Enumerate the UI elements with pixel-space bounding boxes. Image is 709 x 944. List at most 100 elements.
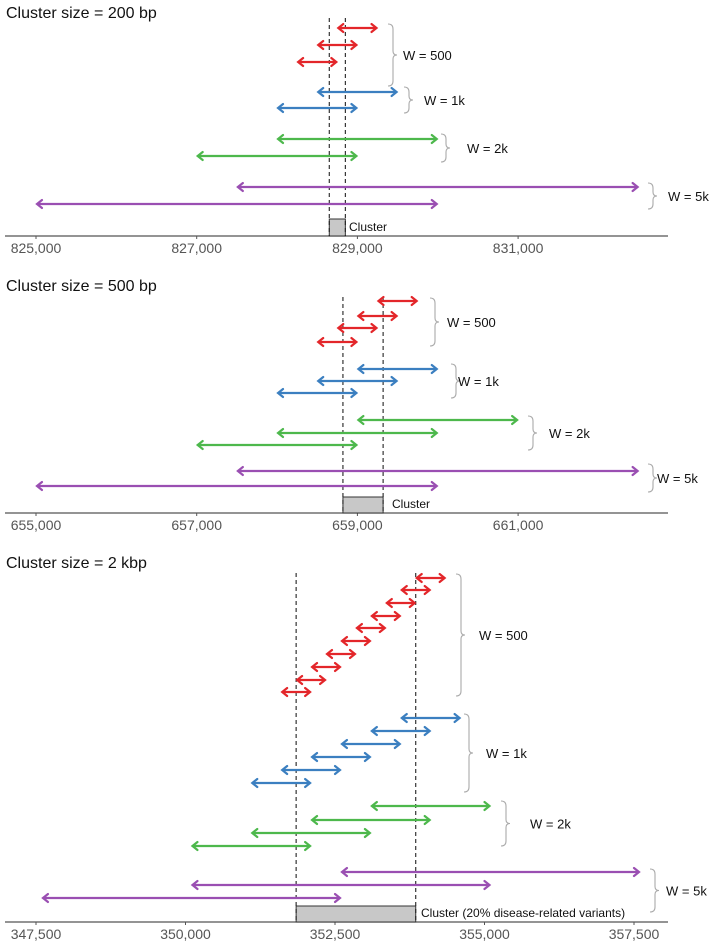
arrowhead-left-icon bbox=[310, 751, 319, 763]
window-size-label: W = 5k bbox=[668, 189, 709, 204]
x-tick-label: 659,000 bbox=[332, 517, 383, 533]
window-arrow bbox=[385, 597, 417, 609]
arrowhead-right-icon bbox=[390, 375, 399, 387]
window-arrow bbox=[276, 427, 439, 439]
arrowhead-left-icon bbox=[195, 439, 204, 451]
window-size-label: W = 2k bbox=[530, 817, 571, 832]
window-arrow bbox=[336, 322, 379, 334]
arrowhead-left-icon bbox=[356, 310, 365, 322]
window-arrow bbox=[355, 622, 387, 634]
window-group-w1k: W = 1k bbox=[250, 712, 527, 793]
curly-brace-icon bbox=[387, 23, 398, 87]
arrowhead-left-icon bbox=[276, 102, 285, 114]
window-group-w500: W = 500 bbox=[280, 572, 528, 698]
arrowhead-left-icon bbox=[295, 674, 304, 686]
arrowhead-left-icon bbox=[310, 661, 319, 673]
window-arrow bbox=[316, 375, 399, 387]
panel-title: Cluster size = 2 kbp bbox=[6, 555, 147, 572]
panel-title: Cluster size = 500 bp bbox=[6, 278, 157, 295]
curly-brace-icon bbox=[647, 182, 658, 210]
window-arrow bbox=[316, 86, 399, 98]
window-arrow bbox=[296, 56, 339, 68]
x-tick-label: 657,000 bbox=[171, 517, 222, 533]
window-arrow bbox=[400, 712, 462, 724]
window-arrow bbox=[236, 465, 640, 477]
arrowhead-right-icon bbox=[438, 572, 447, 584]
arrowhead-right-icon bbox=[333, 764, 342, 776]
window-arrow bbox=[336, 22, 379, 34]
arrowhead-left-icon bbox=[316, 86, 325, 98]
arrowhead-left-icon bbox=[336, 322, 345, 334]
window-group-w500: W = 500 bbox=[316, 295, 496, 348]
arrowhead-left-icon bbox=[340, 738, 349, 750]
cluster-label: Cluster bbox=[349, 220, 387, 234]
x-tick-label: 655,000 bbox=[11, 517, 62, 533]
window-size-label: W = 500 bbox=[447, 315, 496, 330]
arrowhead-right-icon bbox=[430, 198, 439, 210]
x-tick-label: 661,000 bbox=[493, 517, 544, 533]
window-group-w500: W = 500 bbox=[296, 22, 452, 87]
arrowhead-right-icon bbox=[393, 738, 402, 750]
arrowhead-left-icon bbox=[280, 764, 289, 776]
x-tick-label: 831,000 bbox=[493, 240, 544, 256]
arrowhead-right-icon bbox=[348, 648, 357, 660]
arrowhead-right-icon bbox=[390, 86, 399, 98]
arrowhead-right-icon bbox=[370, 322, 379, 334]
arrowhead-right-icon bbox=[350, 439, 359, 451]
arrowhead-right-icon bbox=[350, 336, 359, 348]
x-tick-label: 352,500 bbox=[310, 926, 361, 942]
arrowhead-right-icon bbox=[423, 584, 432, 596]
arrowhead-right-icon bbox=[350, 387, 359, 399]
arrowhead-right-icon bbox=[410, 295, 419, 307]
curly-brace-icon bbox=[463, 713, 474, 793]
window-size-label: W = 2k bbox=[467, 141, 508, 156]
window-arrow bbox=[280, 764, 342, 776]
window-arrow bbox=[370, 800, 492, 812]
arrowhead-left-icon bbox=[356, 363, 365, 375]
window-arrow bbox=[310, 661, 342, 673]
arrowhead-right-icon bbox=[363, 827, 372, 839]
arrowhead-left-icon bbox=[276, 133, 285, 145]
window-size-label: W = 1k bbox=[424, 93, 465, 108]
window-size-label: W = 1k bbox=[486, 746, 527, 761]
window-arrow bbox=[356, 363, 439, 375]
window-group-w2k: W = 2k bbox=[190, 800, 571, 852]
window-arrow bbox=[295, 674, 327, 686]
curly-brace-icon bbox=[527, 415, 538, 451]
window-size-label: W = 2k bbox=[549, 426, 590, 441]
window-size-label: W = 5k bbox=[666, 884, 707, 899]
arrowhead-left-icon bbox=[296, 56, 305, 68]
curly-brace-icon bbox=[500, 800, 511, 847]
window-arrow bbox=[340, 738, 402, 750]
arrowhead-right-icon bbox=[423, 814, 432, 826]
arrowhead-left-icon bbox=[340, 866, 349, 878]
window-arrow bbox=[195, 439, 359, 451]
window-arrow bbox=[250, 777, 312, 789]
arrowhead-right-icon bbox=[390, 310, 399, 322]
window-arrow bbox=[280, 686, 312, 698]
panel-title: Cluster size = 200 bp bbox=[6, 5, 157, 22]
arrowhead-left-icon bbox=[316, 375, 325, 387]
window-arrow bbox=[370, 725, 432, 737]
arrowhead-right-icon bbox=[631, 465, 640, 477]
window-arrow bbox=[310, 814, 432, 826]
arrowhead-left-icon bbox=[370, 800, 378, 812]
curly-brace-icon bbox=[429, 297, 440, 347]
arrowhead-left-icon bbox=[370, 725, 378, 737]
window-group-w5k: W = 5k bbox=[35, 181, 709, 210]
arrowhead-left-icon bbox=[190, 840, 199, 852]
panel-1: Cluster size = 200 bp 825,000 827,000 829,0… bbox=[5, 5, 709, 256]
window-arrow bbox=[190, 840, 312, 852]
arrowhead-right-icon bbox=[408, 597, 417, 609]
window-arrow bbox=[316, 39, 359, 51]
arrowhead-right-icon bbox=[363, 635, 372, 647]
curly-brace-icon bbox=[450, 363, 461, 399]
panel-3: Cluster size = 2 kbp 347,500 350,000 352,50… bbox=[5, 555, 707, 942]
arrowhead-right-icon bbox=[330, 56, 339, 68]
window-group-w2k: W = 2k bbox=[195, 414, 590, 451]
arrowhead-left-icon bbox=[310, 814, 319, 826]
arrowhead-right-icon bbox=[378, 622, 387, 634]
arrowhead-right-icon bbox=[430, 133, 439, 145]
window-arrow bbox=[400, 584, 432, 596]
